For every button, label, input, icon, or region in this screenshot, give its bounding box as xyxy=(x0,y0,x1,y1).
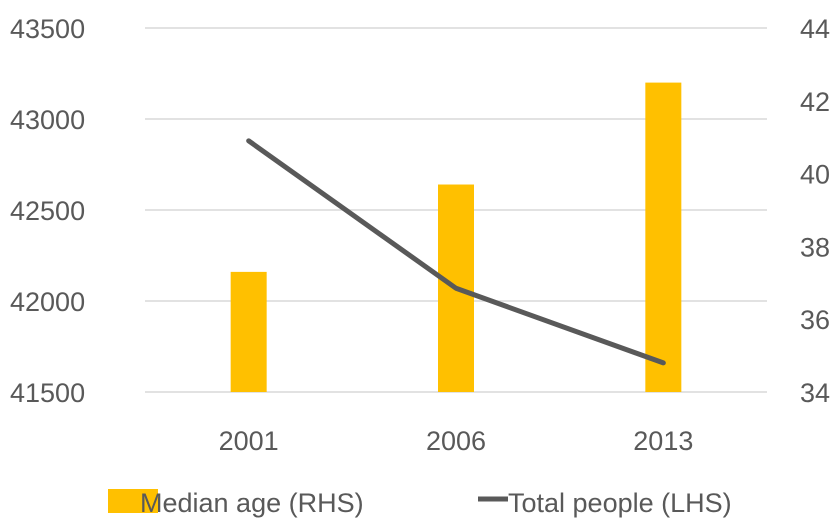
series-line xyxy=(246,138,666,366)
left-tick-label: 43500 xyxy=(10,14,85,44)
legend: Median age (RHS) Total people (LHS) xyxy=(108,488,732,518)
line-series xyxy=(246,138,666,366)
legend-label-median-age: Median age (RHS) xyxy=(140,488,364,518)
left-tick-label: 41500 xyxy=(10,378,85,408)
right-tick-label: 42 xyxy=(800,87,830,117)
right-tick-label: 34 xyxy=(800,378,830,408)
left-tick-label: 43000 xyxy=(10,105,85,135)
right-tick-label: 40 xyxy=(800,160,830,190)
x-tick-label: 2006 xyxy=(426,426,486,456)
right-axis: 34 36 38 40 42 44 xyxy=(800,14,830,408)
bar-series xyxy=(230,82,682,392)
left-axis: 41500 42000 42500 43000 43500 xyxy=(10,14,85,408)
x-tick-label: 2013 xyxy=(633,426,693,456)
x-tick-label: 2001 xyxy=(219,426,279,456)
right-tick-label: 44 xyxy=(800,14,830,44)
left-tick-label: 42000 xyxy=(10,287,85,317)
bar xyxy=(230,271,267,392)
left-tick-label: 42500 xyxy=(10,196,85,226)
right-tick-label: 36 xyxy=(800,305,830,335)
legend-swatch-median-age xyxy=(108,489,158,513)
x-axis: 2001 2006 2013 xyxy=(219,426,694,456)
legend-label-total-people: Total people (LHS) xyxy=(508,488,732,518)
bar xyxy=(645,82,682,392)
right-tick-label: 38 xyxy=(800,232,830,262)
